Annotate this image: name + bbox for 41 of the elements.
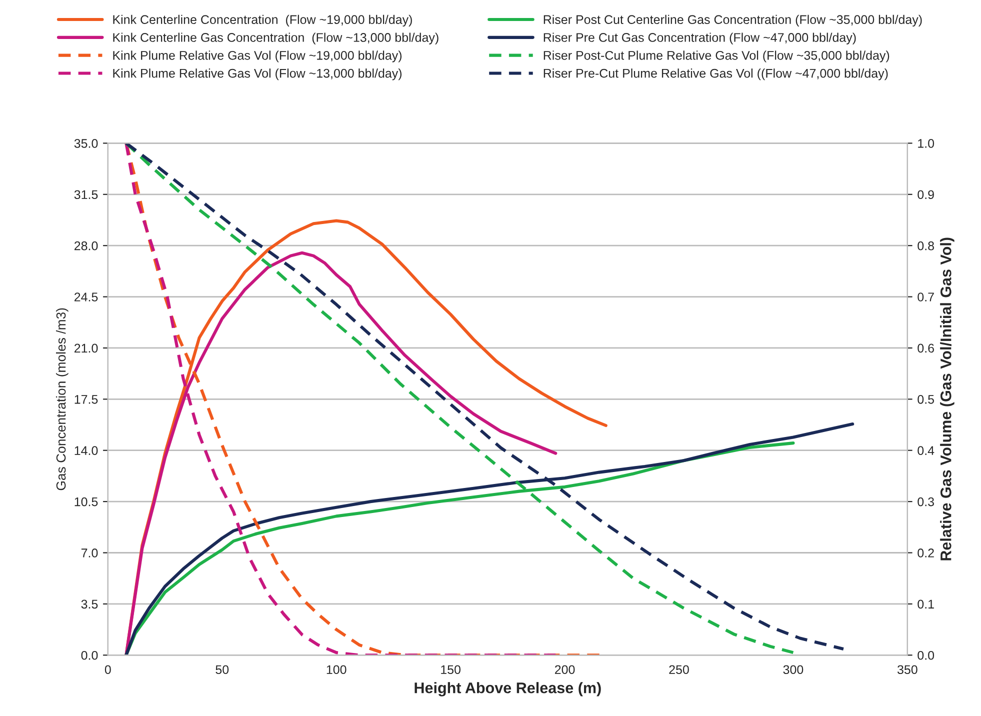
y-tick-label: 35.0 — [74, 139, 98, 148]
y2-tick-label: 0.3 — [918, 497, 934, 506]
x-tick-label: 50 — [216, 665, 229, 674]
x-tick-label: 350 — [897, 665, 918, 674]
y2-axis-title: Relative Gas Volume (Gas Vol/Initial Gas Vol) — [940, 238, 954, 560]
y2-tick-label: 0.0 — [918, 650, 934, 660]
x-tick-label: 0 — [104, 665, 111, 674]
y-tick-label: 24.5 — [74, 292, 98, 302]
y2-tick-label: 1.0 — [918, 139, 934, 148]
legend-label: Kink Centerline Gas Concentration (Flow ~13,000 bbl/day) — [113, 32, 438, 44]
y-tick-label: 21.0 — [74, 344, 98, 353]
legend-label: Riser Pre-Cut Plume Relative Gas Vol ((Flow ~47,000 bbl/day) — [544, 68, 888, 80]
y-tick-label: 17.5 — [74, 395, 98, 404]
y2-tick-label: 0.5 — [918, 394, 934, 404]
y2-tick-label: 0.6 — [918, 344, 934, 353]
x-tick-label: 200 — [554, 665, 575, 674]
legend-label: Riser Post-Cut Plume Relative Gas Vol (Flow ~35,000 bbl/day) — [544, 50, 890, 62]
x-tick-label: 100 — [326, 665, 346, 674]
y2-tick-label: 0.2 — [918, 548, 934, 558]
y2-tick-label: 0.9 — [918, 190, 934, 200]
x-tick-label: 250 — [669, 665, 689, 674]
x-tick-label: 300 — [783, 665, 804, 674]
y-tick-label: 14.0 — [74, 446, 98, 456]
y-tick-label: 28.0 — [74, 241, 98, 250]
x-axis-title: Height Above Release (m) — [414, 682, 601, 696]
legend-label: Riser Post Cut Centerline Gas Concentration (Flow ~35,000 bbl/day) — [544, 14, 922, 26]
y-tick-label: 31.5 — [74, 190, 98, 200]
x-tick-label: 150 — [441, 665, 460, 674]
y2-tick-label: 0.4 — [918, 446, 934, 456]
y-tick-label: 3.5 — [81, 600, 98, 609]
y2-tick-label: 0.8 — [918, 241, 934, 250]
legend-label: Kink Plume Relative Gas Vol (Flow ~13,000 bbl/day) — [113, 68, 402, 80]
y2-tick-label: 0.7 — [918, 292, 934, 302]
legend-label: Kink Centerline Concentration (Flow ~19,000 bbl/day) — [113, 14, 412, 26]
y-tick-label: 0.0 — [81, 650, 98, 660]
y-tick-label: 10.5 — [74, 497, 98, 506]
y-axis-title: Gas Concentration (moles /m3) — [56, 308, 68, 490]
y2-tick-label: 0.1 — [918, 600, 934, 609]
y-tick-label: 7.0 — [81, 548, 98, 558]
legend-label: Riser Pre Cut Gas Concentration (Flow ~47,000 bbl/day) — [544, 32, 856, 44]
legend-label: Kink Plume Relative Gas Vol (Flow ~19,000 bbl/day) — [113, 50, 402, 62]
